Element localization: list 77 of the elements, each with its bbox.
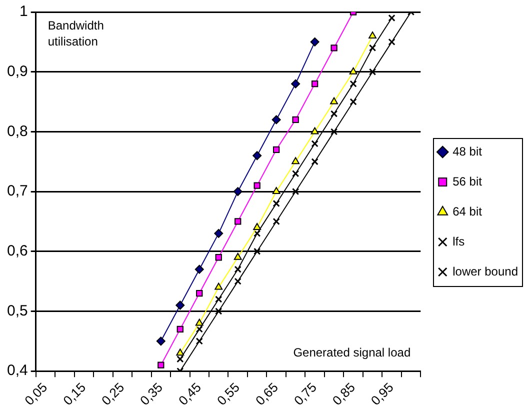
point (196, 338, 203, 345)
point (195, 318, 204, 326)
y-tick-label: 1 (20, 3, 28, 20)
point (292, 188, 300, 196)
point (291, 79, 300, 88)
y-axis-title: Bandwidth utilisation (48, 18, 104, 48)
x-tick-label: 0,25 (98, 380, 128, 408)
point (311, 140, 318, 148)
point (330, 110, 338, 118)
x-tick-label: 0,75 (290, 380, 320, 408)
x-tick-label: 0,65 (252, 380, 281, 408)
point (254, 248, 261, 255)
x-tick-label: 0,45 (176, 380, 204, 408)
point (292, 157, 300, 164)
point (215, 296, 222, 303)
point (176, 326, 184, 333)
point (272, 200, 280, 208)
point (233, 187, 242, 196)
point (310, 127, 319, 134)
point (176, 300, 185, 310)
point (368, 31, 376, 38)
point (368, 68, 376, 76)
point (253, 222, 262, 230)
point (388, 14, 396, 22)
point (176, 356, 184, 363)
point (292, 116, 299, 124)
point (214, 228, 224, 238)
point (330, 44, 338, 52)
point (176, 348, 184, 356)
point (234, 218, 242, 225)
point (330, 97, 338, 104)
point (349, 67, 358, 74)
point (388, 38, 396, 46)
x-tick-label: 0,05 (22, 380, 50, 408)
point (272, 115, 281, 124)
legend-label: lower bound (452, 264, 518, 278)
point (215, 254, 222, 261)
x-tick-label: 0,95 (368, 380, 396, 408)
legend-label: 56 bit (452, 174, 483, 188)
point (272, 187, 280, 194)
point (273, 146, 280, 153)
point (311, 158, 318, 166)
x-axis-title: Generated signal load (293, 345, 411, 360)
legend-label: lfs (452, 234, 465, 248)
point (350, 80, 357, 88)
point (196, 290, 203, 297)
point (234, 266, 242, 273)
point (156, 336, 166, 346)
x-tick-label: 0,15 (60, 380, 89, 408)
x-tick-label: 0,85 (329, 380, 358, 408)
y-tick-label: 0,9 (6, 62, 28, 80)
point (234, 278, 242, 285)
point (234, 252, 242, 260)
point (252, 151, 262, 160)
point (292, 170, 300, 178)
y-tick-label: 0,7 (6, 182, 28, 200)
legend-label: 64 bit (452, 204, 483, 218)
point (254, 230, 261, 238)
x-tick-label: 0,55 (214, 380, 243, 408)
y-tick-label: 0,8 (6, 122, 28, 140)
x-tick-label: 0,35 (137, 380, 166, 408)
point (330, 128, 338, 136)
point (194, 264, 204, 274)
y-tick-label: 0,6 (6, 242, 28, 260)
point (368, 44, 376, 52)
point (350, 98, 357, 106)
point (310, 37, 320, 46)
point (254, 182, 260, 189)
point (272, 218, 280, 226)
legend-label: 48 bit (452, 144, 483, 158)
point (311, 80, 318, 88)
y-tick-label: 0,4 (6, 362, 28, 380)
point (158, 362, 164, 368)
point (196, 326, 203, 333)
point (214, 282, 223, 290)
y-tick-label: 0,5 (6, 302, 28, 320)
point (215, 308, 222, 315)
